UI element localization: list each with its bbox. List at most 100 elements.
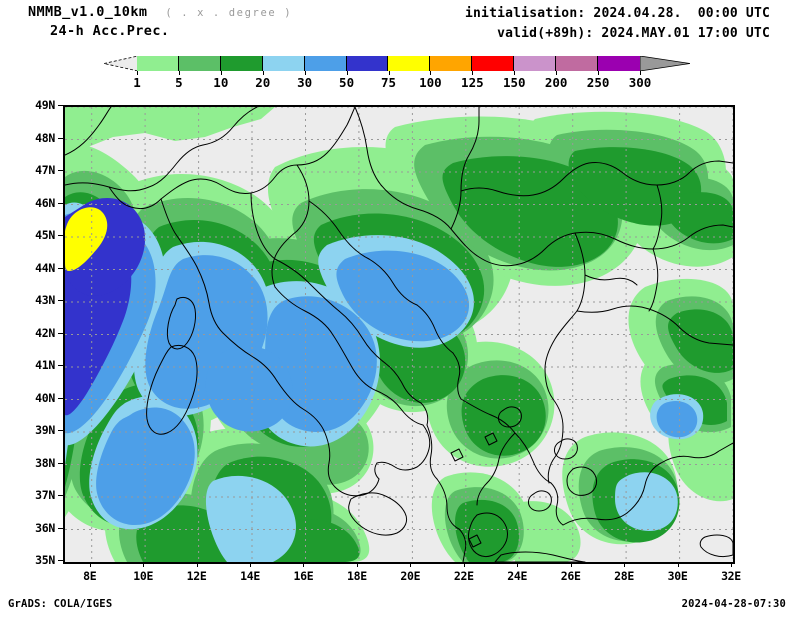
lon-tick (143, 562, 145, 567)
lon-tick-label: 10E (133, 569, 154, 583)
colorbar-tick-label: 125 (461, 75, 484, 90)
map-gridlines (65, 107, 733, 562)
lon-tick (89, 562, 91, 567)
precipitation-field (65, 107, 733, 562)
grads-credit: GrADS: COLA/IGES (8, 598, 113, 610)
lat-tick-label: 40N (35, 390, 55, 405)
lat-tick-label: 39N (35, 423, 55, 437)
colorbar-tick-label: 5 (175, 75, 183, 90)
lat-tick (58, 170, 63, 171)
colorbar-segments (137, 56, 640, 71)
lat-tick (58, 300, 63, 301)
lon-tick (624, 562, 626, 567)
header-right: initialisation: 2024.04.28. 00:00 UTC va… (465, 4, 770, 44)
lat-tick-label: 36N (35, 520, 55, 535)
lon-tick (517, 562, 519, 567)
colorbar-tick (346, 71, 348, 75)
colorbar-tick (262, 71, 264, 75)
model-title-row: NMMB_v1.0_10km ( . x . degree ) (28, 4, 408, 20)
colorbar-tick-label: 300 (628, 75, 652, 90)
lat-tick (58, 495, 63, 496)
lat-tick (58, 560, 63, 561)
colorbar-tick (556, 71, 558, 75)
lat-tick (58, 462, 63, 464)
lon-tick (570, 562, 572, 567)
lat-tick (58, 105, 63, 106)
lon-tick-label: 22E (453, 569, 474, 583)
colorbar-under-arrow (104, 56, 138, 71)
lat-tick (58, 527, 63, 529)
colorbar-tick (137, 71, 138, 75)
lon-tick-label: 24E (507, 569, 528, 583)
lon-tick (463, 562, 465, 567)
colorbar-segment-1 (178, 56, 221, 71)
lon-tick-label: 20E (400, 569, 421, 583)
model-name: NMMB_v1.0_10km (28, 4, 148, 20)
render-timestamp: 2024-04-28-07:30 (681, 598, 786, 610)
colorbar-segment-4 (304, 56, 347, 71)
lat-tick-label: 43N (35, 293, 55, 307)
lat-tick (58, 137, 63, 139)
colorbar-segment-8 (472, 56, 515, 71)
lat-tick (58, 332, 63, 334)
lat-tick (58, 430, 63, 431)
colorbar-tick (598, 71, 600, 75)
lat-tick-label: 37N (35, 488, 55, 502)
colorbar-tick (304, 71, 306, 75)
colorbar-segment-2 (220, 56, 263, 71)
colorbar-segment-6 (388, 56, 431, 71)
lon-tick-label: 26E (560, 569, 581, 583)
colorbar-segment-9 (514, 56, 557, 71)
colorbar: 1 5 10 20 30 50 75 100 125 150 200 250 300 (0, 56, 800, 92)
map-coastlines-borders (65, 107, 733, 562)
lat-tick-label: 41N (35, 358, 55, 372)
lat-tick (58, 202, 63, 204)
lon-tick-label: 8E (83, 569, 97, 583)
colorbar-tick (472, 71, 474, 75)
field-name: 24-h Acc.Prec. (50, 23, 170, 39)
lat-tick-label: 45N (35, 228, 55, 242)
colorbar-segment-11 (597, 56, 640, 71)
colorbar-tick-label: 10 (213, 75, 229, 90)
lon-tick-label: 28E (614, 569, 635, 583)
lat-tick-label: 48N (35, 130, 55, 145)
colorbar-tick (178, 71, 180, 75)
lat-tick-label: 49N (35, 98, 55, 112)
lon-tick-label: 14E (240, 569, 260, 583)
lon-tick (410, 562, 412, 567)
model-resolution-note: ( . x . degree ) (165, 7, 293, 19)
lon-tick-label: 30E (667, 569, 688, 583)
lon-tick-label: 16E (293, 569, 314, 583)
lat-tick-label: 46N (35, 195, 55, 210)
colorbar-segment-5 (346, 56, 389, 71)
colorbar-tick-label: 100 (419, 75, 442, 90)
colorbar-over-arrow (640, 56, 690, 71)
lon-tick-label: 18E (346, 569, 367, 583)
colorbar-tick (514, 71, 516, 75)
lon-tick (303, 562, 305, 567)
colorbar-tick-label: 75 (380, 75, 397, 90)
colorbar-tick-label: 1 (133, 75, 141, 90)
header-left: NMMB_v1.0_10km ( . x . degree ) 24-h Acc… (28, 4, 408, 39)
lat-tick (58, 267, 63, 269)
colorbar-segment-0 (137, 56, 179, 71)
lon-tick (356, 562, 358, 567)
lat-tick-label: 35N (35, 553, 55, 567)
colorbar-tick-label: 200 (544, 75, 568, 90)
lat-tick (58, 235, 63, 236)
map-plot-area[interactable] (63, 105, 735, 564)
lon-tick (250, 562, 252, 567)
lat-tick (58, 397, 63, 399)
colorbar-tick-labels: 1 5 10 20 30 50 75 100 125 150 200 250 300 (0, 71, 800, 91)
colorbar-tick-label: 20 (255, 75, 271, 90)
valid-time: valid(+89h): 2024.MAY.01 17:00 UTC (497, 26, 770, 41)
colorbar-tick (430, 71, 432, 75)
initialisation-time: initialisation: 2024.04.28. 00:00 UTC (464, 6, 770, 21)
lon-tick (196, 562, 198, 567)
lat-tick-label: 47N (35, 163, 55, 177)
lon-tick (677, 562, 679, 567)
colorbar-tick (388, 71, 390, 75)
lon-tick-label: 12E (186, 569, 207, 583)
colorbar-tick (220, 71, 222, 75)
lat-tick (58, 365, 63, 366)
